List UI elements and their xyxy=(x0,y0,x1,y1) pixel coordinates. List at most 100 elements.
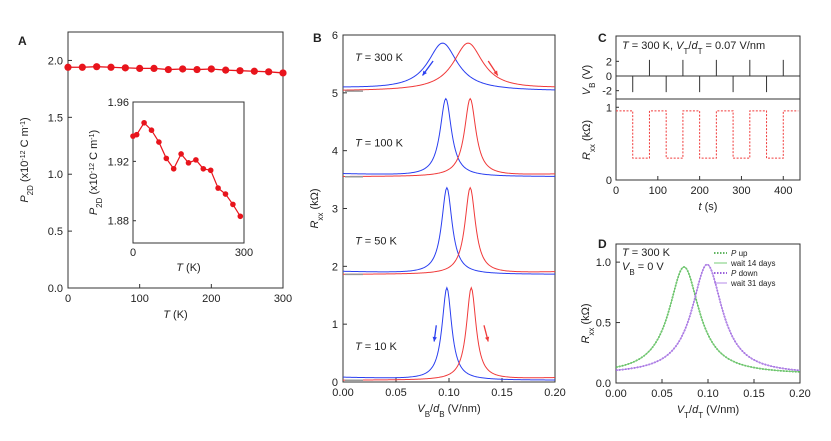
x-tick-label-a: 200 xyxy=(202,293,220,305)
data-point-a xyxy=(164,65,172,74)
inset-data-point xyxy=(170,165,177,172)
x-axis-label-a: T (K) xyxy=(163,309,187,321)
panel-b: B 0.00 0.05 0.10 0.15 0.20 0 1 2 3 4 5 6 VB/dB (V/nm)… xyxy=(309,30,566,419)
annotation-bias: VB = 0 V xyxy=(622,261,664,277)
panel-label-b: B xyxy=(313,31,322,45)
panel-label-c: C xyxy=(598,31,607,45)
y-axis-label-c-top: VB (V) xyxy=(581,65,597,95)
data-point-a xyxy=(64,63,72,71)
data-point-a xyxy=(179,65,187,73)
legend-entry: wait 31 days xyxy=(730,279,775,288)
curve-label: T = 300 K xyxy=(355,52,404,64)
x-tick-label-b: 0.05 xyxy=(385,387,406,399)
plot-frame-b xyxy=(342,34,556,383)
legend-entry: P down xyxy=(731,269,758,278)
x-tick-label-a: 300 xyxy=(274,293,292,305)
x-tick-label-c: 0 xyxy=(613,185,619,197)
curve-blue xyxy=(342,97,556,177)
x-tick-label-b: 0.00 xyxy=(332,387,353,399)
y-tick-label-c-bottom: 0 xyxy=(606,175,612,187)
y-tick-label-c-top: 2 xyxy=(606,56,612,68)
sweep-arrow-red-head xyxy=(493,70,498,76)
x-tick-label-b: 0.10 xyxy=(438,387,459,399)
y-tick-label-d: 1.0 xyxy=(596,257,611,269)
legend-entry: P up xyxy=(731,249,748,258)
curve-label: T = 10 K xyxy=(355,341,398,353)
series-line-d xyxy=(615,264,801,371)
data-point-a xyxy=(107,63,115,71)
series-line-d xyxy=(615,266,801,373)
inset-data-point xyxy=(200,165,207,172)
inset-y-tick-label: 1.88 xyxy=(108,216,129,228)
inset-y-axis-label: P2D (x10-12 C m-1) xyxy=(88,130,104,215)
y-axis-label-a: P2D (x10-12 C m-1) xyxy=(19,117,35,202)
x-tick-label-c: 200 xyxy=(690,185,708,197)
inset-data-point xyxy=(215,185,221,191)
data-point-a xyxy=(265,68,273,76)
x-tick-label-d: 0.05 xyxy=(651,388,672,400)
x-tick-label-b: 0.20 xyxy=(544,387,565,399)
sweep-arrow-blue-head xyxy=(422,70,427,76)
y-tick-label-a: 2.0 xyxy=(48,55,63,67)
y-tick-label-b: 2 xyxy=(332,261,338,273)
curve-red xyxy=(342,286,556,381)
data-point-a xyxy=(121,64,129,72)
inset-x-axis-label: T (K) xyxy=(176,262,200,274)
y-tick-label-c-top: -2 xyxy=(602,86,612,98)
sweep-arrow-red-low-head xyxy=(484,336,490,342)
plot-frame-a xyxy=(67,31,284,289)
x-tick-label-b: 0.15 xyxy=(491,387,512,399)
chart-title-c: T = 300 K, VT/dT = 0.07 V/nm xyxy=(622,40,765,56)
curve-label: T = 50 K xyxy=(355,235,398,247)
x-axis-label-c: t (s) xyxy=(699,201,718,213)
y-tick-label-b: 1 xyxy=(332,319,338,331)
inset-data-point xyxy=(207,167,214,174)
y-tick-label-a: 1.0 xyxy=(48,169,63,181)
inset-data-point xyxy=(230,201,236,208)
panel-a: A 0 100 200 300 0.0 0.5 1.0 1.5 2.0 T (K) P2D (x10-… xyxy=(18,31,292,321)
curve-blue xyxy=(342,286,556,381)
x-tick-label-c: 100 xyxy=(649,185,667,197)
inset-y-tick-label: 1.92 xyxy=(108,156,129,168)
data-point-a xyxy=(207,65,215,73)
panel-label-a: A xyxy=(18,34,27,48)
panel-d: D 0.00 0.05 0.10 0.15 0.20 0.0 0.5 1.0 VT/dT (V/n… xyxy=(580,237,811,420)
legend-entry: wait 14 days xyxy=(730,259,775,268)
inset-frame-a xyxy=(132,101,245,244)
x-axis-label-d: VT/dT (V/nm) xyxy=(677,404,739,420)
y-tick-label-a: 0.5 xyxy=(48,226,63,238)
curve-blue xyxy=(342,186,556,275)
data-point-a xyxy=(279,69,287,77)
inset-data-point xyxy=(148,127,155,133)
x-tick-label-a: 0 xyxy=(65,293,71,305)
data-point-a xyxy=(150,64,158,73)
y-tick-label-d: 0.5 xyxy=(596,318,611,330)
curve-red xyxy=(342,42,556,91)
inset-data-point xyxy=(141,119,147,126)
x-tick-label-a: 100 xyxy=(130,293,148,305)
inset-x-tick-label: 300 xyxy=(235,247,253,259)
inset-data-point xyxy=(156,139,162,145)
y-tick-label-b: 3 xyxy=(332,204,338,216)
y-axis-label-b: Rxx (kΩ) xyxy=(309,188,325,228)
annotation-temperature: T = 300 K xyxy=(622,247,671,259)
sweep-arrow-blue-low-head xyxy=(432,336,437,342)
inset-y-tick-label: 1.96 xyxy=(108,97,129,109)
curve-red xyxy=(342,97,556,177)
inset-data-point xyxy=(222,191,229,197)
x-tick-label-d: 0.10 xyxy=(697,388,718,400)
data-point-a xyxy=(136,64,144,73)
y-tick-label-a: 1.5 xyxy=(48,112,63,124)
data-point-a xyxy=(193,65,201,74)
y-tick-label-b: 5 xyxy=(332,88,338,100)
y-tick-label-c-bottom: 1 xyxy=(606,102,612,114)
inset-data-point xyxy=(178,151,184,157)
x-axis-label-b: VB/dB (V/nm) xyxy=(417,403,480,419)
panel-c: C T = 300 K, VT/dT = 0.07 V/nm -2 0 2 VB (V) 0… xyxy=(581,31,801,213)
series-line-a xyxy=(68,66,284,74)
inset-x-tick-label: 0 xyxy=(130,247,136,259)
rxx-square-wave xyxy=(616,110,799,159)
y-axis-label-c-bottom: Rxx (kΩ) xyxy=(581,120,597,160)
y-tick-label-b: 6 xyxy=(332,30,338,42)
